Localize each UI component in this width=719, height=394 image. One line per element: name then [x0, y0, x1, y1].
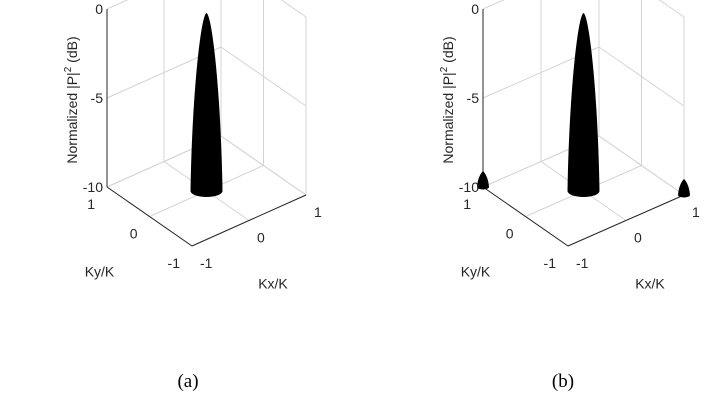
wall-grid-line [220, 135, 307, 196]
z-tick-label: 0 [95, 1, 103, 17]
ky-axis-line [106, 186, 193, 247]
ky-tick-label: -1 [168, 255, 181, 271]
grid-lines [106, 0, 307, 247]
grating-lobe [477, 170, 489, 190]
z-tick-label: 0 [471, 1, 479, 17]
wall-grid-line [658, 0, 685, 18]
ky-tick-label: 1 [463, 196, 471, 212]
kx-tick-label: 1 [692, 204, 700, 220]
kx-tick-label: 0 [257, 230, 265, 246]
grating-lobe [678, 178, 690, 198]
kx-axis-line [191, 194, 307, 247]
wall-grid-line [106, 0, 129, 10]
panel-caption: (b) [552, 371, 574, 392]
ky-axis-label: Ky/K [461, 264, 491, 280]
grid-lines [482, 0, 685, 247]
z-axis-label: Normalized |P|2 (dB) [439, 36, 456, 163]
z-axis-label: Normalized |P|2 (dB) [63, 36, 80, 163]
ky-axis-line [482, 186, 569, 247]
wall-grid-line [598, 46, 685, 107]
z-tick-label: -5 [91, 90, 104, 106]
kx-tick-label: 1 [314, 204, 322, 220]
kx-tick-label: -1 [576, 255, 589, 271]
ky-tick-label: 1 [87, 196, 95, 212]
z-tick-label: -10 [83, 179, 103, 195]
panel-caption: (a) [177, 371, 198, 392]
z-tick-label: -10 [459, 179, 479, 195]
wall-grid-line [220, 46, 307, 107]
wall-grid-line [482, 0, 505, 10]
kx-axis-label: Kx/K [635, 276, 665, 292]
main-lobe [190, 13, 223, 198]
kx-tick-label: 0 [634, 230, 642, 246]
wall-grid-line [598, 135, 685, 196]
ky-tick-label: 0 [506, 226, 514, 242]
kx-axis-label: Kx/K [258, 276, 288, 292]
ky-axis-label: Ky/K [85, 264, 115, 280]
z-tick-label: -5 [467, 90, 480, 106]
ky-tick-label: -1 [544, 255, 557, 271]
ky-tick-label: 0 [130, 226, 138, 242]
kx-tick-label: -1 [200, 255, 213, 271]
main-lobe [567, 13, 600, 198]
wall-grid-line [280, 0, 307, 18]
kx-axis-line [567, 194, 685, 247]
